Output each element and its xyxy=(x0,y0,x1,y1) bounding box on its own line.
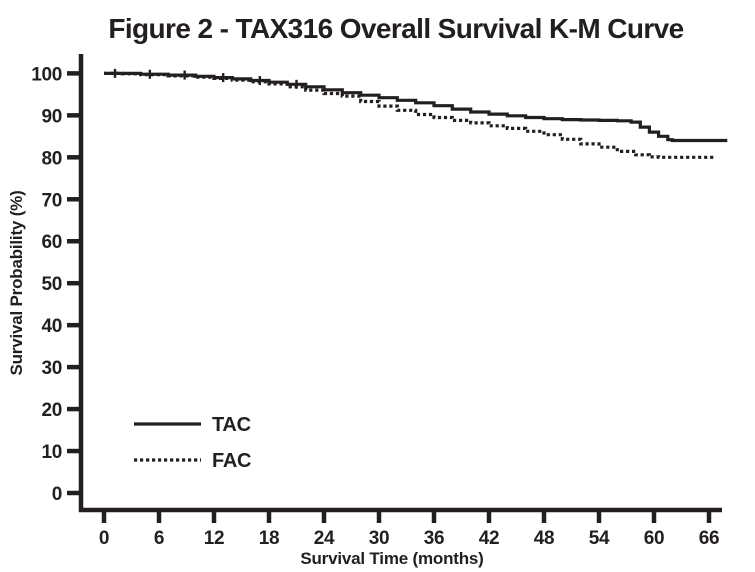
x-tick-label: 0 xyxy=(99,528,109,549)
y-tick-label: 10 xyxy=(41,442,62,463)
y-tick-label: 30 xyxy=(41,358,62,379)
x-tick-label: 36 xyxy=(424,528,445,549)
x-tick-label: 60 xyxy=(644,528,665,549)
x-axis-ticks: 0 6 12 18 24 30 36 42 48 54 60 66 xyxy=(99,512,720,549)
legend-fac-label: FAC xyxy=(212,450,251,472)
fac-curve xyxy=(104,71,714,159)
x-tick-label: 42 xyxy=(479,528,500,549)
x-tick-label: 18 xyxy=(259,528,280,549)
y-tick-label: 100 xyxy=(31,64,62,85)
legend: TAC FAC xyxy=(134,414,251,472)
tac-curve xyxy=(104,71,728,143)
y-tick-label: 20 xyxy=(41,400,62,421)
x-tick-label: 30 xyxy=(369,528,390,549)
x-tick-label: 66 xyxy=(699,528,720,549)
y-axis-ticks: 0 10 20 30 40 50 60 70 80 90 100 xyxy=(31,64,79,505)
y-tick-label: 0 xyxy=(52,484,62,505)
survival-curves xyxy=(104,71,728,159)
x-tick-label: 6 xyxy=(154,528,164,549)
x-axis-title: Survival Time (months) xyxy=(300,549,483,568)
y-axis-title: Survival Probability (%) xyxy=(7,190,26,375)
x-tick-label: 12 xyxy=(204,528,225,549)
x-tick-label: 24 xyxy=(314,528,335,549)
y-tick-label: 60 xyxy=(41,232,62,253)
figure-title: Figure 2 - TAX316 Overall Survival K-M C… xyxy=(108,13,683,44)
legend-tac-label: TAC xyxy=(212,414,251,436)
y-tick-label: 70 xyxy=(41,190,62,211)
censor-marks xyxy=(113,68,298,89)
y-tick-label: 90 xyxy=(41,106,62,127)
y-tick-label: 80 xyxy=(41,148,62,169)
y-tick-label: 40 xyxy=(41,316,62,337)
y-tick-label: 50 xyxy=(41,274,62,295)
x-tick-label: 54 xyxy=(589,528,610,549)
x-tick-label: 48 xyxy=(534,528,555,549)
